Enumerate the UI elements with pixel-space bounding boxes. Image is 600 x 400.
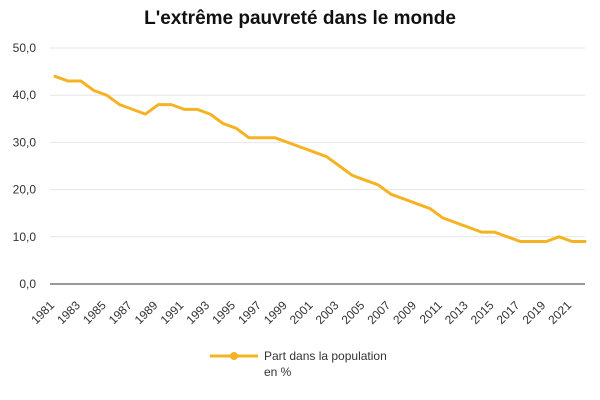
y-tick-label: 30,0 — [13, 135, 37, 149]
x-tick-label: 2007 — [364, 298, 393, 327]
x-tick-label: 1995 — [209, 298, 238, 327]
x-tick-label: 2015 — [468, 298, 497, 327]
legend: Part dans la population en % — [210, 349, 387, 379]
x-tick-label: 2009 — [390, 298, 419, 327]
x-tick-label: 1991 — [158, 298, 187, 327]
y-axis: 0,0 10,0 20,0 30,0 40,0 50,0 — [13, 41, 37, 291]
x-tick-label: 1981 — [28, 298, 57, 327]
x-tick-label: 1997 — [235, 298, 264, 327]
x-tick-label: 2019 — [520, 298, 549, 327]
grid-layer — [50, 47, 585, 238]
x-tick-label: 2013 — [442, 298, 471, 327]
chart-title: L'extrême pauvreté dans le monde — [144, 8, 456, 29]
x-tick-label: 1985 — [80, 298, 109, 327]
series-line — [53, 74, 587, 243]
x-tick-label: 2001 — [287, 298, 316, 327]
x-tick-label: 2017 — [494, 298, 523, 327]
x-tick-label: 1987 — [106, 298, 135, 327]
x-tick-label: 1993 — [183, 298, 212, 327]
y-tick-label: 10,0 — [13, 230, 37, 244]
x-tick-label: 1983 — [54, 298, 83, 327]
legend-swatch-marker — [230, 352, 238, 360]
x-tick-label: 1999 — [261, 298, 290, 327]
legend-label: Part dans la population — [264, 349, 387, 363]
y-tick-label: 0,0 — [19, 277, 36, 291]
x-tick-label: 2005 — [339, 298, 368, 327]
x-tick-label: 1989 — [132, 298, 161, 327]
x-axis: 1981198319851987198919911993199519971999… — [28, 283, 585, 327]
legend-label: en % — [264, 365, 292, 379]
y-tick-label: 50,0 — [13, 41, 37, 55]
y-tick-label: 40,0 — [13, 88, 37, 102]
series-layer — [53, 74, 587, 243]
x-tick-label: 2003 — [313, 298, 342, 327]
x-tick-label: 2011 — [417, 298, 445, 326]
x-tick-label: 2021 — [545, 298, 574, 327]
y-tick-label: 20,0 — [13, 183, 37, 197]
